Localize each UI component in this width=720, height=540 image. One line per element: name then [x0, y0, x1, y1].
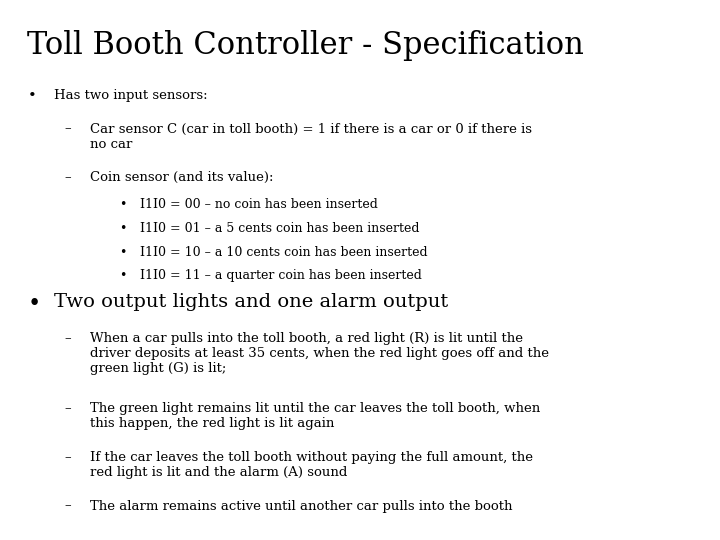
- Text: Car sensor C (car in toll booth) = 1 if there is a car or 0 if there is
no car: Car sensor C (car in toll booth) = 1 if …: [90, 123, 532, 151]
- Text: The alarm remains active until another car pulls into the booth: The alarm remains active until another c…: [90, 500, 513, 512]
- Text: Toll Booth Controller - Specification: Toll Booth Controller - Specification: [27, 30, 584, 60]
- Text: •: •: [119, 222, 126, 235]
- Text: –: –: [65, 402, 71, 415]
- Text: –: –: [65, 451, 71, 464]
- Text: I1I0 = 11 – a quarter coin has been inserted: I1I0 = 11 – a quarter coin has been inse…: [140, 269, 422, 282]
- Text: –: –: [65, 123, 71, 136]
- Text: I1I0 = 10 – a 10 cents coin has been inserted: I1I0 = 10 – a 10 cents coin has been ins…: [140, 246, 428, 259]
- Text: I1I0 = 00 – no coin has been inserted: I1I0 = 00 – no coin has been inserted: [140, 198, 378, 211]
- Text: Has two input sensors:: Has two input sensors:: [54, 89, 207, 102]
- Text: I1I0 = 01 – a 5 cents coin has been inserted: I1I0 = 01 – a 5 cents coin has been inse…: [140, 222, 420, 235]
- Text: –: –: [65, 500, 71, 512]
- Text: –: –: [65, 332, 71, 345]
- Text: –: –: [65, 171, 71, 184]
- Text: If the car leaves the toll booth without paying the full amount, the
red light i: If the car leaves the toll booth without…: [90, 451, 533, 479]
- Text: When a car pulls into the toll booth, a red light (R) is lit until the
driver de: When a car pulls into the toll booth, a …: [90, 332, 549, 375]
- Text: •: •: [27, 89, 36, 103]
- Text: The green light remains lit until the car leaves the toll booth, when
this happe: The green light remains lit until the ca…: [90, 402, 540, 430]
- Text: •: •: [119, 246, 126, 259]
- Text: •: •: [119, 269, 126, 282]
- Text: Coin sensor (and its value):: Coin sensor (and its value):: [90, 171, 274, 184]
- Text: •: •: [119, 198, 126, 211]
- Text: Two output lights and one alarm output: Two output lights and one alarm output: [54, 293, 449, 311]
- Text: •: •: [27, 293, 40, 315]
